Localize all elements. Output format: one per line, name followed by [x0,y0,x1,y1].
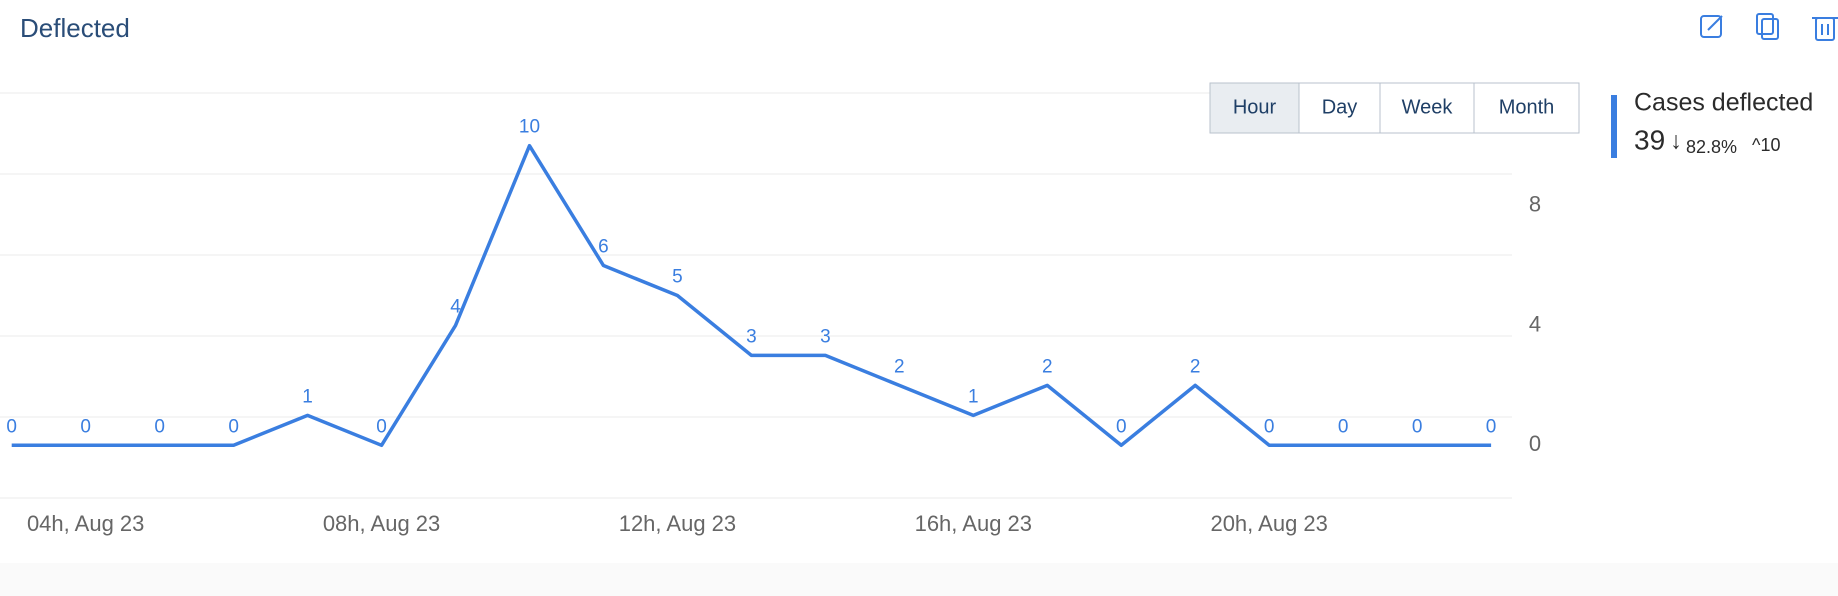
legend-label: Cases deflected [1634,89,1813,117]
data-label: 2 [1190,356,1201,377]
button-label[interactable]: Hour [1233,96,1277,118]
grid [0,92,1512,499]
data-label: 1 [968,386,979,407]
y-tick-label: 8 [1529,191,1541,216]
button-label[interactable]: Day [1322,96,1358,118]
data-label: 0 [1486,416,1497,437]
granularity-buttons: Hour Day Week Month [1209,82,1580,134]
y-tick-label: 4 [1529,311,1541,336]
data-label: 0 [1412,416,1423,437]
data-label: 0 [1338,416,1349,437]
data-label: 0 [154,416,165,437]
data-label: 6 [598,237,609,258]
x-tick-label: 20h, Aug 23 [1210,511,1327,536]
copy-icon[interactable] [1756,13,1779,40]
data-label: 5 [672,267,683,288]
summary-peak: ^10 [1752,135,1780,155]
summary-total: 39 [1634,124,1665,155]
summary-change: 82.8% [1686,137,1737,157]
y-tick-label: 0 [1529,431,1541,456]
data-label: 2 [1042,356,1053,377]
data-label: 3 [746,326,757,347]
data-label: 2 [894,356,905,377]
widget-title: Deflected [20,13,130,43]
toolbar-icons [1700,13,1838,41]
button-label[interactable]: Month [1499,96,1555,118]
data-label: 0 [1116,416,1127,437]
footer-band [0,563,1838,596]
summary-arrow: ↓ [1670,127,1682,154]
data-label: 3 [820,326,831,347]
x-tick-label: 04h, Aug 23 [27,511,144,536]
button-week[interactable] [1379,82,1475,134]
data-label: 0 [228,416,239,437]
data-label: 4 [450,296,461,317]
data-label: 0 [376,416,387,437]
x-tick-label: 16h, Aug 23 [915,511,1032,536]
line [11,143,1492,448]
data-label: 1 [302,386,313,407]
data-label: 0 [80,416,91,437]
x-tick-label: 08h, Aug 23 [323,511,440,536]
delete-icon[interactable] [1812,17,1838,41]
data-label: 10 [519,117,540,138]
data-label: 0 [6,416,17,437]
x-tick-label: 12h, Aug 23 [619,511,736,536]
edit-icon[interactable] [1700,15,1723,38]
button-month[interactable] [1473,82,1580,134]
legend-swatch [1611,95,1617,158]
button-label[interactable]: Week [1402,96,1454,118]
data-label: 0 [1264,416,1275,437]
